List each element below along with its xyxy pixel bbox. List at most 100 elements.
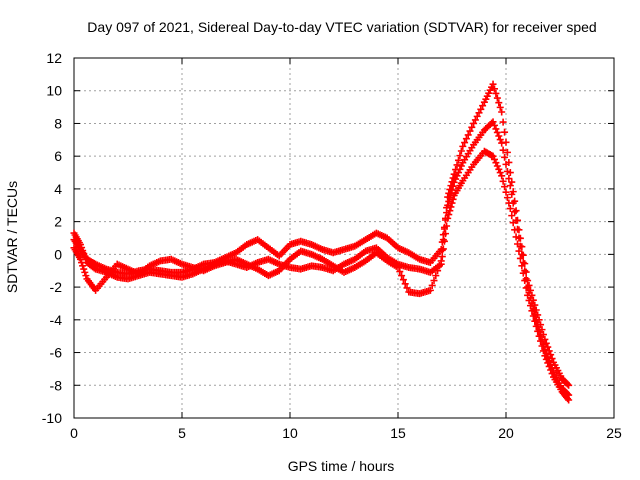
data-point bbox=[564, 390, 572, 398]
data-point bbox=[512, 207, 520, 215]
data-point bbox=[432, 272, 440, 280]
data-point bbox=[489, 152, 497, 160]
data-point bbox=[521, 267, 529, 275]
y-tick-label: 4 bbox=[54, 181, 62, 197]
data-point bbox=[501, 128, 509, 136]
data-point bbox=[506, 169, 514, 177]
y-axis-label: SDTVAR / TECUs bbox=[4, 181, 20, 293]
data-point bbox=[448, 178, 456, 186]
data-point bbox=[464, 131, 472, 139]
data-point bbox=[76, 255, 84, 263]
chart-title: Day 097 of 2021, Sidereal Day-to-day VTE… bbox=[87, 19, 596, 35]
y-tick-label: 8 bbox=[54, 115, 62, 131]
data-point bbox=[428, 281, 436, 289]
data-point bbox=[473, 112, 481, 120]
x-tick-label: 10 bbox=[282, 425, 298, 441]
data-point bbox=[495, 132, 503, 140]
x-tick-label: 5 bbox=[178, 425, 186, 441]
data-point bbox=[80, 265, 88, 273]
data-point bbox=[457, 147, 465, 155]
data-point bbox=[511, 197, 519, 205]
data-point bbox=[531, 301, 539, 309]
data-point bbox=[492, 125, 500, 133]
data-point bbox=[544, 343, 552, 351]
data-point bbox=[565, 381, 573, 389]
data-point bbox=[524, 277, 532, 285]
data-point bbox=[498, 108, 506, 116]
data-point bbox=[499, 177, 507, 185]
data-point bbox=[539, 331, 547, 339]
data-point bbox=[443, 204, 451, 212]
data-point bbox=[506, 205, 514, 213]
y-tick-label: 10 bbox=[46, 83, 62, 99]
data-point bbox=[489, 80, 497, 88]
data-point bbox=[528, 291, 536, 299]
data-point bbox=[493, 128, 501, 136]
data-point bbox=[492, 89, 500, 97]
data-point bbox=[506, 182, 514, 190]
data-point bbox=[511, 208, 519, 216]
data-point bbox=[537, 321, 545, 329]
data-point bbox=[501, 153, 509, 161]
data-point bbox=[547, 351, 555, 359]
data-point bbox=[471, 116, 479, 124]
data-point bbox=[454, 156, 462, 164]
data-point bbox=[496, 169, 504, 177]
data-point bbox=[490, 155, 498, 163]
data-point bbox=[79, 262, 87, 270]
data-point bbox=[515, 226, 523, 234]
data-point bbox=[514, 216, 522, 224]
data-point bbox=[499, 146, 507, 154]
data-point bbox=[450, 170, 458, 178]
data-point bbox=[493, 162, 501, 170]
data-point bbox=[490, 85, 498, 93]
data-point bbox=[437, 245, 445, 253]
data-point bbox=[434, 267, 442, 275]
data-point bbox=[446, 185, 454, 193]
x-axis-label: GPS time / hours bbox=[288, 458, 395, 474]
data-point bbox=[508, 212, 516, 220]
data-point bbox=[477, 105, 485, 113]
data-point bbox=[430, 277, 438, 285]
data-point bbox=[501, 183, 509, 191]
data-point bbox=[442, 214, 450, 222]
data-point bbox=[503, 148, 511, 156]
data-point bbox=[541, 335, 549, 343]
data-point bbox=[502, 188, 510, 196]
data-point bbox=[498, 172, 506, 180]
data-point bbox=[496, 103, 504, 111]
data-point bbox=[503, 194, 511, 202]
data-point bbox=[509, 188, 517, 196]
data-point bbox=[399, 276, 407, 284]
data-point bbox=[438, 253, 446, 261]
data-point bbox=[532, 306, 540, 314]
y-tick-label: -4 bbox=[50, 312, 63, 328]
data-point bbox=[78, 259, 86, 267]
data-point bbox=[398, 272, 406, 280]
y-tick-label: 12 bbox=[46, 50, 62, 66]
data-point bbox=[531, 317, 539, 325]
grid bbox=[74, 58, 614, 418]
data-point bbox=[457, 162, 465, 170]
series-track-c bbox=[70, 80, 573, 389]
data-point bbox=[445, 197, 453, 205]
data-point bbox=[493, 94, 501, 102]
data-point bbox=[564, 380, 572, 388]
data-point bbox=[468, 123, 476, 131]
y-tick-label: 0 bbox=[54, 246, 62, 262]
data-point bbox=[495, 99, 503, 107]
data-point bbox=[435, 262, 443, 270]
data-point bbox=[396, 268, 404, 276]
x-tick-label: 0 bbox=[70, 425, 78, 441]
data-point bbox=[496, 136, 504, 144]
data-point bbox=[490, 121, 498, 129]
data-point bbox=[456, 152, 464, 160]
x-tick-label: 15 bbox=[390, 425, 406, 441]
data-point bbox=[499, 118, 507, 126]
data-point bbox=[489, 118, 497, 126]
data-point bbox=[462, 135, 470, 143]
data-point bbox=[438, 246, 446, 254]
data-point bbox=[452, 166, 460, 174]
